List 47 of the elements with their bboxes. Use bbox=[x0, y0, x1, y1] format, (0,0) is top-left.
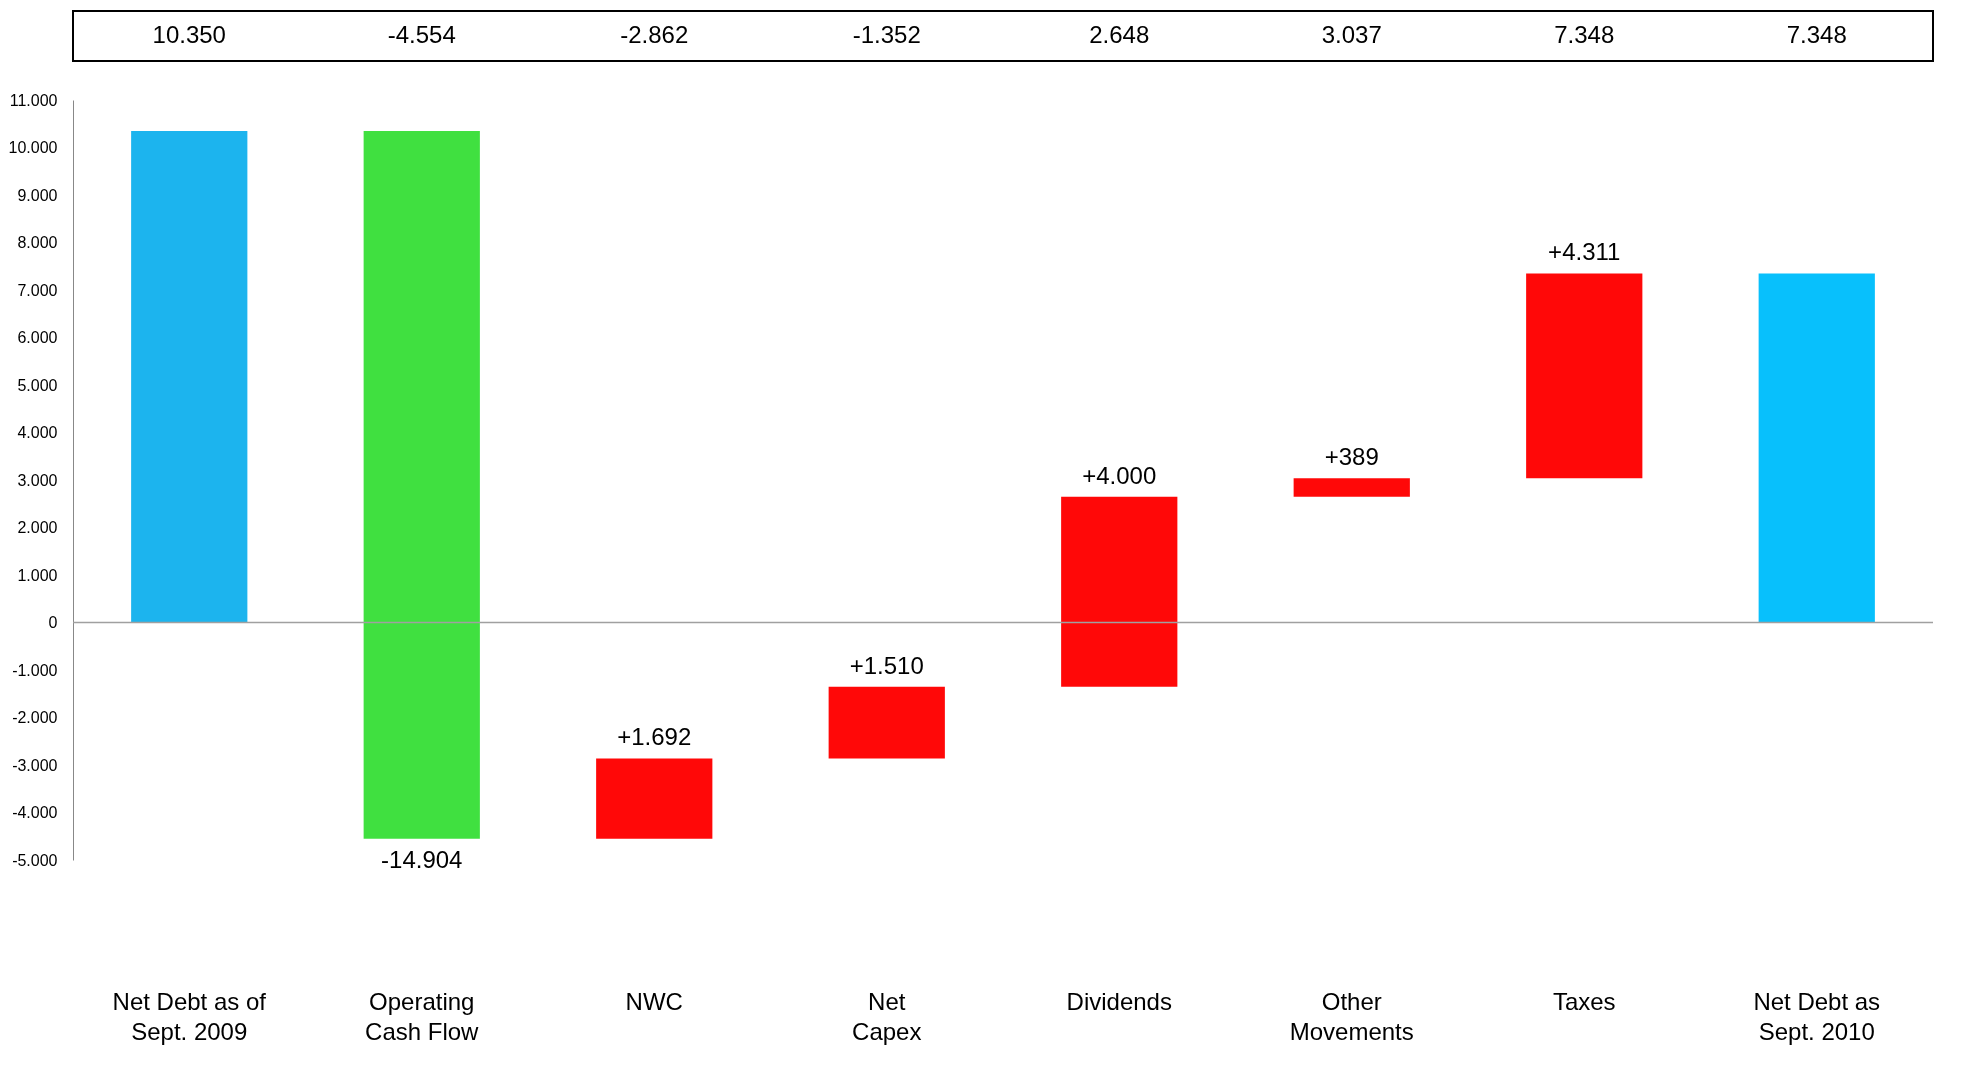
text: 2.648 bbox=[1089, 21, 1150, 48]
y-tick-label: 5.000 bbox=[17, 376, 58, 394]
x-tick-label: Operating Cash Flow bbox=[365, 987, 480, 1045]
data-label: -14.904 bbox=[381, 845, 463, 873]
y-tick-label: 11.000 bbox=[9, 91, 58, 109]
text: 7.348 bbox=[1554, 21, 1615, 48]
bar bbox=[363, 130, 480, 839]
y-tick-label: 0 bbox=[48, 614, 58, 631]
data-label: +4.311 bbox=[1548, 238, 1621, 266]
text: -1.352 bbox=[852, 21, 921, 48]
y-tick-label: 1.000 bbox=[17, 566, 58, 584]
x-tick-label: NWC bbox=[625, 987, 683, 1015]
y-tick-label: 10.000 bbox=[8, 139, 58, 156]
text: -4.554 bbox=[387, 21, 456, 48]
data-label: +389 bbox=[1324, 443, 1379, 471]
text: 10.350 bbox=[152, 21, 226, 48]
y-tick-label: 2.000 bbox=[17, 519, 58, 536]
y-tick-label: -1.000 bbox=[12, 661, 58, 679]
bar bbox=[1293, 478, 1410, 497]
y-tick-label: -4.000 bbox=[12, 804, 58, 821]
bar bbox=[1758, 273, 1875, 623]
y-tick-label: 6.000 bbox=[17, 329, 58, 346]
y-tick-label: 9.000 bbox=[17, 186, 58, 204]
text: 3.037 bbox=[1321, 21, 1382, 48]
data-label: +1.510 bbox=[849, 651, 924, 679]
x-tick-label: Net Debt as of Sept. 2009 bbox=[112, 987, 267, 1045]
bar bbox=[828, 686, 945, 759]
y-tick-label: 3.000 bbox=[17, 471, 58, 489]
x-tick-label: Taxes bbox=[1552, 987, 1616, 1015]
bar bbox=[1061, 496, 1178, 687]
x-tick-label: Net Debt as Sept. 2010 bbox=[1753, 987, 1881, 1045]
x-tick-label: Dividends bbox=[1066, 987, 1172, 1015]
bar bbox=[1526, 273, 1643, 479]
x-tick-label: Other Movements bbox=[1289, 987, 1414, 1045]
y-tick-label: 8.000 bbox=[17, 234, 58, 251]
text: -2.862 bbox=[620, 21, 689, 48]
y-tick-label: 7.000 bbox=[17, 281, 58, 299]
bar bbox=[131, 130, 248, 623]
y-tick-label: -3.000 bbox=[12, 756, 58, 774]
y-tick-label: 4.000 bbox=[17, 424, 58, 441]
text: 7.348 bbox=[1786, 21, 1847, 48]
y-tick-label: -2.000 bbox=[12, 709, 58, 726]
data-label: +4.000 bbox=[1082, 461, 1157, 489]
data-label: +1.692 bbox=[617, 723, 692, 751]
y-tick-label: -5.000 bbox=[12, 851, 58, 869]
x-tick-label: Net Capex bbox=[852, 987, 922, 1045]
bar bbox=[596, 758, 713, 839]
